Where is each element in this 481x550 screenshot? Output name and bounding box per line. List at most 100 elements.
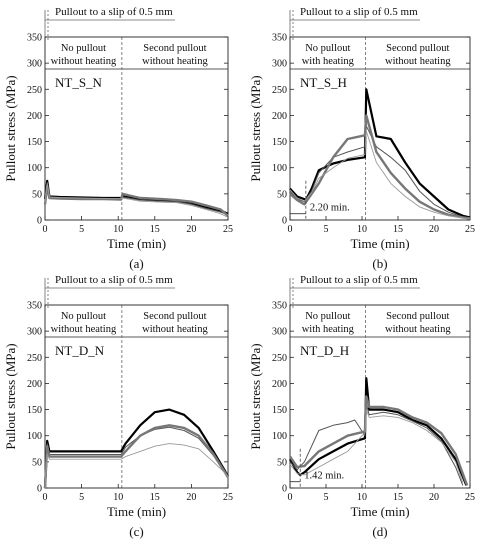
phase2-label-line1: Second pullout [386,311,449,322]
specimen-label: NT_D_H [300,343,349,358]
panel-letter: (d) [372,524,387,539]
marker-annotation: 2.20 min. [310,203,350,214]
x-tick-label: 20 [429,492,439,503]
y-tick-label: 250 [27,85,42,96]
x-tick-label: 25 [465,224,475,235]
y-tick-label: 300 [272,59,287,70]
y-axis-label: Pullout stress (MPa) [248,75,263,181]
phase2-label-line2: without heating [142,324,208,335]
x-tick-label: 15 [393,224,403,235]
plot-frame [289,36,471,221]
series-line-4 [44,443,229,489]
series-line-3 [289,395,469,486]
x-tick-label: 20 [186,492,196,503]
phase1-label-line1: No pullout [61,311,106,322]
y-tick-label: 350 [27,33,42,44]
series-line-4 [289,409,464,483]
pullout-label: Pullout to a slip of 0.5 mm [55,6,173,18]
phase1-label-line2: without heating [51,324,117,335]
x-axis-label: Time (min) [107,236,166,251]
series-line-1 [43,408,229,489]
plot-frame [44,36,229,221]
y-tick-label: 100 [272,163,287,174]
phase2-label-line2: without heating [385,56,451,67]
specimen-label: NT_S_H [300,75,347,90]
x-tick-label: 5 [324,492,329,503]
pullout-label: Pullout to a slip of 0.5 mm [55,274,173,286]
y-tick-label: 200 [27,379,42,390]
x-tick-label: 10 [113,224,123,235]
series-line-1 [289,88,471,219]
y-tick-label: 50 [277,189,287,200]
x-tick-label: 25 [223,492,233,503]
specimen-label: NT_D_N [55,343,105,358]
y-tick-label: 0 [37,484,42,495]
panel-letter: (a) [129,256,143,271]
y-tick-label: 250 [272,353,287,364]
y-axis-label: Pullout stress (MPa) [3,343,18,449]
marker-annotation: 1.42 min. [304,471,344,482]
x-axis-label: Time (min) [350,504,409,519]
phase1-label-line2: with heating [302,56,355,67]
y-tick-label: 150 [27,137,42,148]
y-tick-label: 350 [27,301,42,312]
phase1-label-line1: No pullout [305,43,350,54]
x-tick-label: 15 [393,492,403,503]
y-tick-label: 250 [27,353,42,364]
series-line-4 [289,130,471,220]
x-tick-label: 5 [324,224,329,235]
phase2-label-line1: Second pullout [143,43,206,54]
specimen-label: NT_S_N [55,75,103,90]
y-tick-label: 300 [272,327,287,338]
y-tick-label: 150 [27,405,42,416]
x-tick-label: 10 [113,492,123,503]
x-axis-label: Time (min) [350,236,409,251]
y-tick-label: 350 [272,33,287,44]
y-tick-label: 50 [277,457,287,468]
x-tick-label: 0 [288,492,293,503]
panel-letter: (b) [372,256,387,271]
x-tick-label: 15 [150,224,160,235]
x-tick-label: 25 [223,224,233,235]
y-tick-label: 0 [282,216,287,227]
y-tick-label: 250 [272,85,287,96]
chart-panel-a: Pullout to a slip of 0.5 mm No pullout wit… [3,6,233,271]
y-tick-label: 300 [27,327,42,338]
x-tick-label: 15 [150,492,160,503]
y-tick-label: 150 [272,137,287,148]
y-axis-label: Pullout stress (MPa) [3,75,18,181]
y-tick-label: 300 [27,59,42,70]
phase2-label-line1: Second pullout [143,311,206,322]
panel-letter: (c) [129,524,143,539]
chart-panel-d: Pullout to a slip of 0.5 mm No pullout wit… [248,274,475,539]
pullout-label: Pullout to a slip of 0.5 mm [300,6,418,18]
x-tick-label: 0 [288,224,293,235]
chart-panel-b: Pullout to a slip of 0.5 mm No pullout wit… [248,6,475,271]
phase1-label-line2: without heating [51,56,117,67]
y-tick-label: 350 [272,301,287,312]
phase1-label-line1: No pullout [305,311,350,322]
series-line-2 [44,426,229,489]
x-tick-label: 5 [79,224,84,235]
x-tick-label: 10 [357,492,367,503]
y-tick-label: 100 [27,163,42,174]
phase2-label-line1: Second pullout [386,43,449,54]
y-tick-label: 0 [282,484,287,495]
phase1-label-line2: with heating [302,324,355,335]
y-axis-label: Pullout stress (MPa) [248,343,263,449]
plot-frame [289,304,471,489]
x-tick-label: 25 [465,492,475,503]
y-tick-label: 100 [27,431,42,442]
phase2-label-line2: without heating [385,324,451,335]
chart-panel-c: Pullout to a slip of 0.5 mm No pullout wit… [3,274,233,539]
y-tick-label: 0 [37,216,42,227]
x-tick-label: 20 [186,224,196,235]
phase1-label-line1: No pullout [61,43,106,54]
y-tick-label: 200 [272,111,287,122]
x-tick-label: 10 [357,224,367,235]
x-tick-label: 20 [429,224,439,235]
y-tick-label: 50 [32,189,42,200]
y-tick-label: 150 [272,405,287,416]
y-tick-label: 200 [272,379,287,390]
